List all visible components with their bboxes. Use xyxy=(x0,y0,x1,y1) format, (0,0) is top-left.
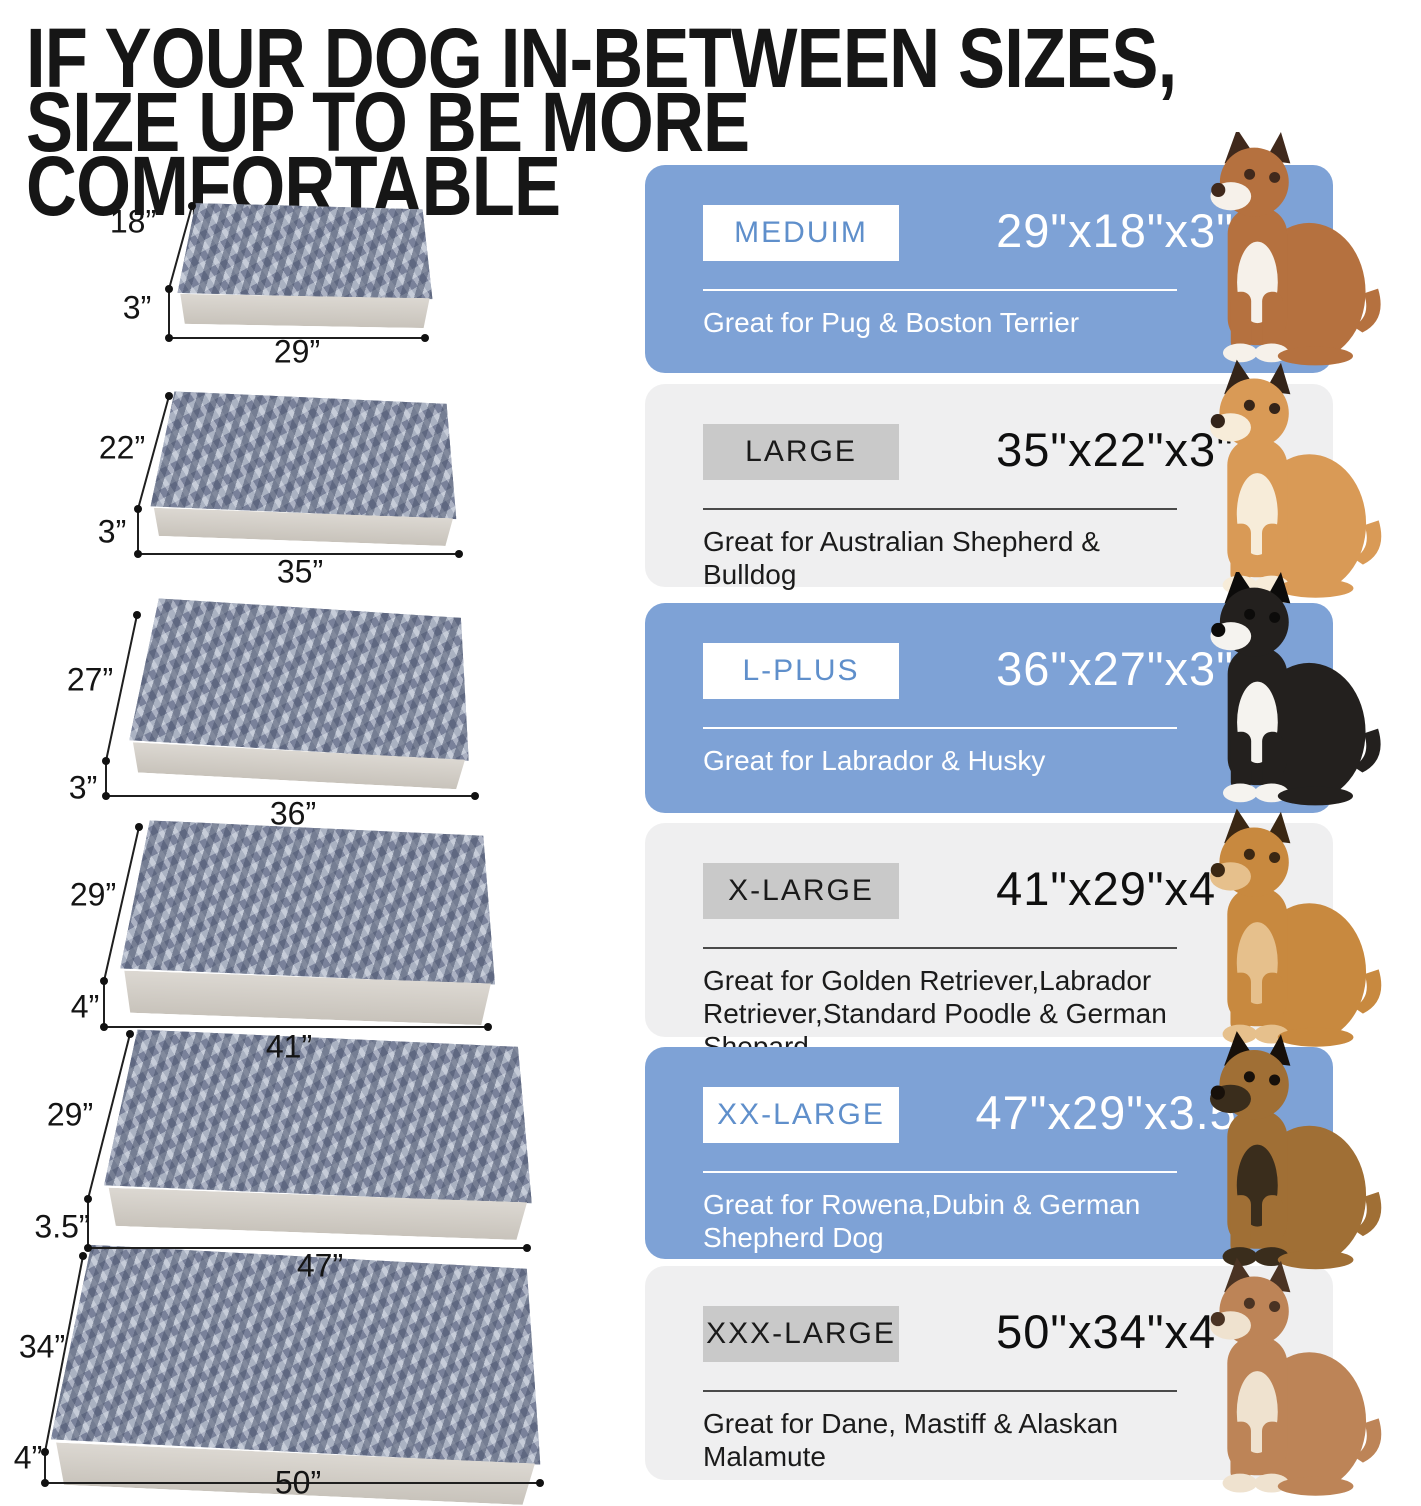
page-title-line2: SIZE UP TO BE MORE COMFORTABLE xyxy=(26,75,750,233)
size-chip: LARGE xyxy=(703,424,899,480)
size-chip: L-PLUS xyxy=(703,643,899,699)
bed-photo-35x22 xyxy=(150,391,461,547)
card-divider xyxy=(703,947,1177,949)
size-dimensions: 29"x18"x3" xyxy=(996,203,1234,257)
page-title-line1: IF YOUR DOG IN-BETWEEN SIZES, xyxy=(26,11,1177,105)
dimension-label-length: 29” xyxy=(273,333,321,370)
size-card-large: LARGE 35"x22"x3" Great for Australian Sh… xyxy=(645,359,1382,598)
bed-top-surface xyxy=(129,597,476,761)
card-divider xyxy=(703,1390,1177,1392)
bed-top-surface xyxy=(177,203,434,299)
size-chip: XXX-LARGE xyxy=(703,1306,899,1362)
dimension-label-thickness: 4” xyxy=(70,988,100,1025)
size-dimensions: 41"x29"x4" xyxy=(996,861,1234,915)
mastiff-photo xyxy=(1209,1257,1382,1496)
dimension-label-length: 47” xyxy=(296,1247,344,1284)
golden-retriever-photo xyxy=(1209,808,1382,1047)
size-card-x-large: X-LARGE 41"x29"x4" Great for Golden Retr… xyxy=(645,808,1382,1062)
bed-photo-47x29 xyxy=(103,1029,538,1241)
bed-photo-41x29 xyxy=(119,820,501,1026)
dimension-label-thickness: 3” xyxy=(68,769,98,806)
border-collie-photo xyxy=(1210,572,1381,806)
size-dimensions: 50"x34"x4" xyxy=(996,1304,1234,1358)
dimension-label-depth: 22” xyxy=(98,429,146,466)
bed-top-surface xyxy=(104,1029,537,1204)
size-chip: MEDUIM xyxy=(703,205,899,261)
card-divider xyxy=(703,1171,1177,1173)
dimension-label-depth: 29” xyxy=(69,876,117,913)
size-card-xxx-large: XXX-LARGE 50"x34"x4" Great for Dane, Mas… xyxy=(645,1257,1382,1496)
bed-photo-29x18 xyxy=(177,203,434,328)
dimension-label-depth: 29” xyxy=(46,1096,94,1133)
size-card-medium: MEDUIM 29"x18"x3" Great for Pug & Boston… xyxy=(645,132,1381,373)
breed-description: Great for Pug & Boston Terrier xyxy=(703,307,1080,338)
bed-top-surface xyxy=(151,391,461,520)
shiba-inu-photo xyxy=(1209,359,1382,598)
dimension-label-length: 41” xyxy=(265,1028,313,1065)
bed-foam-base xyxy=(178,294,431,328)
size-dimensions: 35"x22"x3" xyxy=(996,422,1234,476)
breed-description: Great for Rowena,Dubin & German Shepherd… xyxy=(703,1189,1141,1253)
size-chip: X-LARGE xyxy=(703,863,899,919)
dimension-label-thickness: 4” xyxy=(13,1439,43,1476)
breed-description: Great for Labrador & Husky xyxy=(703,745,1046,776)
dimension-label-length: 35” xyxy=(276,553,324,590)
dimension-label-thickness: 3” xyxy=(122,289,152,326)
card-divider xyxy=(703,508,1177,510)
dimension-label-depth: 34” xyxy=(18,1328,66,1365)
breed-description: Great for Golden Retriever,Labrador Retr… xyxy=(703,965,1167,1062)
size-card-l-plus: L-PLUS 36"x27"x3" Great for Labrador & H… xyxy=(645,572,1381,813)
page-title: IF YOUR DOG IN-BETWEEN SIZES, SIZE UP TO… xyxy=(26,4,1194,233)
breed-description: Great for Dane, Mastiff & Alaskan Malamu… xyxy=(703,1408,1119,1472)
dimension-label-thickness: 3” xyxy=(97,513,127,550)
breed-description: Great for Australian Shepherd & Bulldog xyxy=(703,526,1100,590)
bed-top-surface xyxy=(120,820,500,985)
dimension-label-thickness: 3.5” xyxy=(34,1208,90,1245)
size-dimensions: 36"x27"x3" xyxy=(996,641,1234,695)
german-shepherd-photo xyxy=(1209,1031,1382,1270)
size-card-xx-large: XX-LARGE 47"x29"x3.5" Great for Rowena,D… xyxy=(645,1031,1382,1270)
dimension-label-depth: 27” xyxy=(66,661,114,698)
bed-photo-36x27 xyxy=(128,597,477,790)
size-dimensions: 47"x29"x3.5" xyxy=(975,1085,1255,1139)
card-divider xyxy=(703,289,1177,291)
dimension-label-length: 36” xyxy=(269,795,317,832)
size-chip: XX-LARGE xyxy=(703,1087,899,1143)
english-bulldog-photo xyxy=(1210,132,1381,366)
dimension-label-length: 50” xyxy=(274,1464,322,1501)
dimension-label-depth: 18” xyxy=(109,203,157,240)
card-divider xyxy=(703,727,1177,729)
